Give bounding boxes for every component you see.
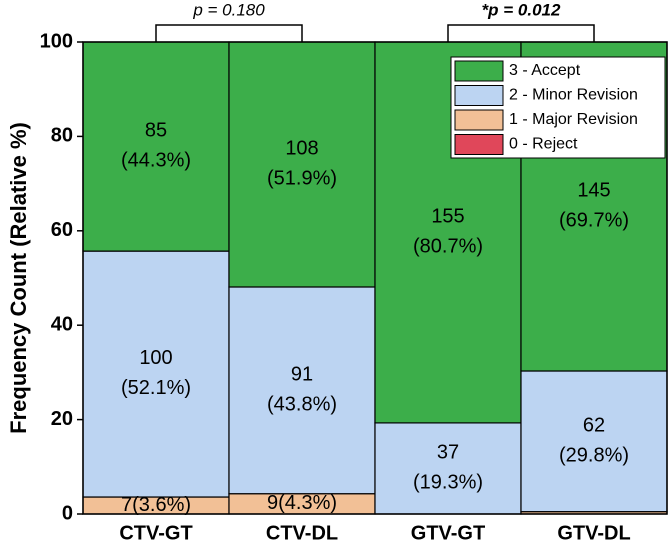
legend-swatch: [454, 85, 504, 106]
legend-swatch: [454, 109, 504, 131]
data-label: 155 (80.7%): [413, 206, 483, 258]
data-label: 145 (69.7%): [559, 180, 629, 232]
data-label: 100 (52.1%): [121, 347, 191, 399]
data-label: 7(3.6%): [121, 494, 191, 516]
x-tick-label: CTV-DL: [266, 522, 338, 544]
bar-segment: [82, 41, 230, 252]
y-tick-label: 100: [40, 30, 73, 52]
y-axis-label: Frequency Count (Relative %): [6, 122, 31, 434]
y-tick-label: 20: [51, 408, 73, 430]
significance-bracket: [447, 24, 595, 42]
significance-bracket: [155, 24, 303, 42]
annotation: *p = 0.012: [482, 0, 561, 19]
y-tick-label: 80: [51, 125, 73, 147]
legend-label: 3 - Accept: [509, 62, 581, 79]
bar-segment: [520, 370, 668, 513]
x-tick-label: CTV-GT: [119, 522, 192, 544]
bar-segment: [374, 422, 522, 515]
data-label: 9(4.3%): [267, 492, 337, 514]
legend-label: 1 - Major Revision: [509, 111, 638, 128]
data-label: 62 (29.8%): [559, 415, 629, 467]
data-label: 85 (44.3%): [121, 120, 191, 172]
x-tick-label: GTV-DL: [557, 522, 630, 544]
plot-frame: [82, 41, 668, 515]
data-label: 37 (19.3%): [413, 442, 483, 494]
x-tick-label: GTV-GT: [411, 522, 485, 544]
legend-label: 0 - Reject: [509, 136, 578, 153]
data-label: 108 (51.9%): [267, 138, 337, 190]
bar-segment: [82, 250, 230, 498]
y-tick-label: 40: [51, 313, 73, 335]
bar-segment: [228, 286, 376, 495]
legend-swatch: [454, 134, 504, 155]
legend-label: 2 - Minor Revision: [509, 87, 638, 104]
annotation: p = 0.180: [192, 0, 265, 19]
y-tick-label: 0: [62, 502, 73, 524]
y-tick-label: 60: [51, 219, 73, 241]
data-label: 91 (43.8%): [267, 364, 337, 416]
legend-swatch: [454, 60, 504, 82]
bar-segment: [228, 41, 376, 288]
